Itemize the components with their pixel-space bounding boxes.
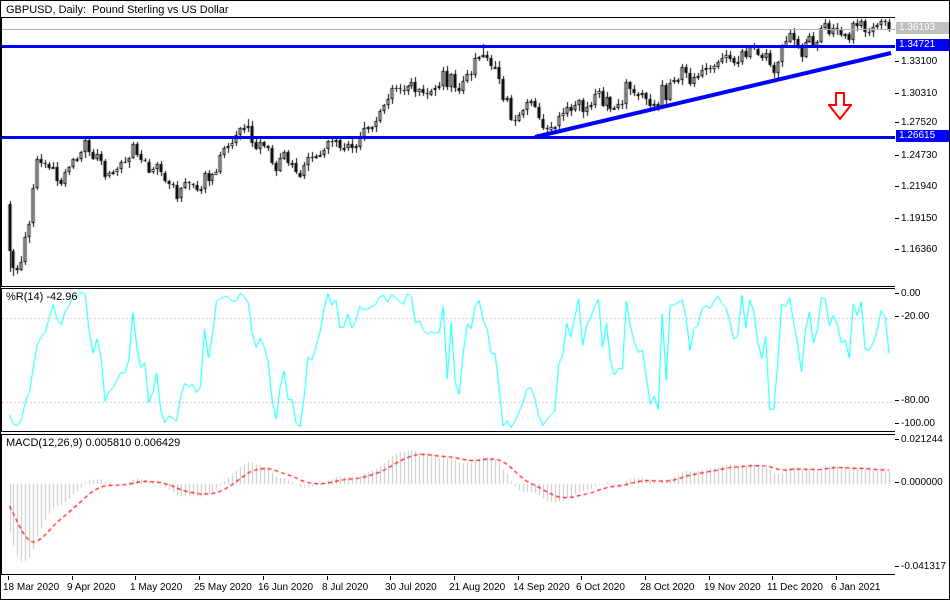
price-axis-label: 1.27520 (901, 117, 938, 128)
time-axis-tick (645, 576, 646, 580)
time-axis-label: 6 Jan 2021 (831, 582, 881, 593)
time-axis-tick (327, 576, 328, 580)
price-axis-label: 1.16360 (901, 244, 938, 255)
macd-panel: MACD(12,26,9) 0.005810 0.006429 (1, 434, 896, 575)
price-chart-canvas[interactable] (2, 18, 895, 286)
resistance-price-tag: 1.34721 (896, 39, 949, 51)
time-axis-label: 1 May 2020 (130, 582, 183, 593)
time-axis-tick (709, 576, 710, 580)
price-axis-label-tick (895, 218, 899, 219)
price-axis: 1.36193 1.34721 1.26615 1.33100 1.30310 1.… (895, 1, 949, 576)
time-axis-tick (836, 576, 837, 580)
macd-axis-label-tick (895, 439, 899, 440)
price-axis-label: 1.21940 (901, 181, 938, 192)
macd-canvas[interactable] (2, 435, 895, 574)
time-axis-label: 9 Apr 2020 (67, 582, 116, 593)
price-axis-label-tick (895, 61, 899, 62)
macd-axis-label-tick (895, 482, 899, 483)
down-arrow-icon[interactable] (828, 92, 852, 122)
wpr-axis-label-tick (895, 293, 899, 294)
time-axis-label: 25 May 2020 (194, 582, 252, 593)
time-axis-label: 18 Mar 2020 (3, 582, 60, 593)
time-axis-label: 6 Oct 2020 (576, 582, 625, 593)
trendline-annotation[interactable] (2, 18, 895, 286)
wpr-axis-label: 0.00 (901, 288, 921, 299)
wpr-axis-label: -80.00 (901, 395, 930, 406)
wpr-panel: %R(14) -42.96 (1, 288, 896, 432)
time-axis-tick (390, 576, 391, 580)
time-axis-tick (135, 576, 136, 580)
time-axis-label: 14 Sep 2020 (513, 582, 570, 593)
last-price-line (2, 29, 895, 31)
time-axis-label: 16 Jun 2020 (258, 582, 314, 593)
macd-axis-label-tick (895, 566, 899, 567)
macd-axis-label: 0.000000 (901, 477, 943, 488)
price-axis-label-tick (895, 155, 899, 156)
time-axis-tick (518, 576, 519, 580)
time-axis-label: 11 Dec 2020 (767, 582, 823, 593)
last-price-tag: 1.36193 (896, 22, 949, 34)
price-axis-label: 1.30310 (901, 88, 938, 99)
wpr-axis-label-tick (895, 400, 899, 401)
time-axis-tick (581, 576, 582, 580)
wpr-canvas[interactable] (2, 289, 895, 431)
time-axis-tick (199, 576, 200, 580)
support-line[interactable] (2, 135, 895, 139)
wpr-axis-label-tick (895, 423, 899, 424)
time-axis-tick (772, 576, 773, 580)
macd-axis-label: 0.021244 (901, 434, 943, 445)
price-axis-label: 1.19150 (901, 213, 938, 224)
time-axis-tick (72, 576, 73, 580)
price-axis-label-tick (895, 93, 899, 94)
time-axis-tick (263, 576, 264, 580)
macd-label: MACD(12,26,9) 0.005810 0.006429 (6, 437, 181, 449)
support-price-tag: 1.26615 (896, 130, 949, 142)
time-axis: 18 Mar 2020 9 Apr 2020 1 May 2020 25 May 20… (1, 576, 949, 599)
time-axis-tick (454, 576, 455, 580)
chart-title: GBPUSD, Daily: Pound Sterling vs US Doll… (6, 4, 229, 16)
price-axis-label: 1.33100 (901, 56, 938, 67)
time-axis-label: 8 Jul 2020 (322, 582, 369, 593)
main-chart-panel (1, 17, 896, 287)
price-axis-label-tick (895, 249, 899, 250)
time-axis-label: 30 Jul 2020 (385, 582, 437, 593)
resistance-line[interactable] (2, 45, 895, 48)
time-axis-label: 21 Aug 2020 (449, 582, 506, 593)
wpr-axis-label: -20.00 (901, 311, 930, 322)
price-axis-label: 1.24730 (901, 150, 938, 161)
wpr-axis-label: -100.00 (901, 418, 935, 429)
time-axis-label: 19 Nov 2020 (704, 582, 761, 593)
time-axis-tick (8, 576, 9, 580)
macd-axis-label: -0.041317 (901, 561, 947, 572)
time-axis-label: 28 Oct 2020 (640, 582, 695, 593)
price-axis-label-tick (895, 186, 899, 187)
price-axis-label-tick (895, 122, 899, 123)
wpr-label: %R(14) -42.96 (6, 291, 78, 303)
wpr-axis-label-tick (895, 316, 899, 317)
